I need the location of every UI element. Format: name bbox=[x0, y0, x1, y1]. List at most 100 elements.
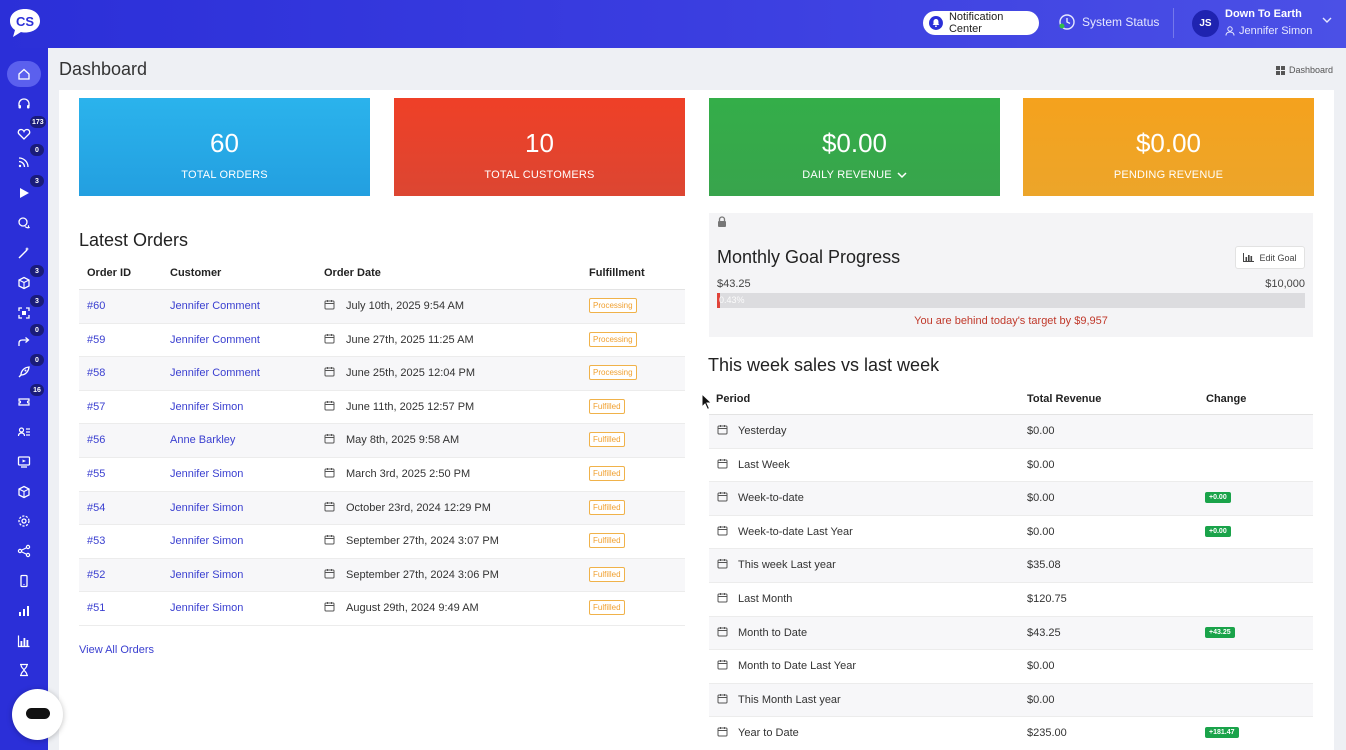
weekly-sales-title: This week sales vs last week bbox=[708, 355, 940, 375]
sidebar-item-share-arrow[interactable]: 0 bbox=[8, 324, 44, 355]
order-id-link[interactable]: #51 bbox=[87, 602, 106, 615]
order-date: July 10th, 2025 9:54 AM bbox=[346, 300, 465, 312]
calendar-icon bbox=[324, 300, 335, 310]
table-row[interactable]: #55 Jennifer Simon March 3rd, 2025 2:50 PM… bbox=[79, 458, 685, 492]
customer-link[interactable]: Jennifer Simon bbox=[170, 468, 244, 480]
divider bbox=[79, 289, 685, 290]
user-icon bbox=[1225, 26, 1235, 36]
table-row[interactable]: #54 Jennifer Simon October 23rd, 2024 12:2… bbox=[79, 491, 685, 526]
sidebar-item-magic-wand[interactable] bbox=[8, 240, 40, 266]
calendar-icon bbox=[717, 593, 728, 603]
stat-card-daily-revenue[interactable]: $0.00 DAILY REVENUE bbox=[709, 98, 1000, 196]
sidebar-item-hourglass[interactable] bbox=[8, 657, 40, 683]
sidebar-item-cube[interactable] bbox=[8, 479, 40, 505]
calendar-icon bbox=[324, 367, 335, 377]
daily-revenue-dropdown[interactable]: DAILY REVENUE bbox=[709, 169, 1000, 181]
period-label: Year to Date bbox=[738, 727, 799, 740]
stat-card-pending-revenue[interactable]: $0.00 PENDING REVENUE bbox=[1023, 98, 1314, 196]
sidebar-item-mobile[interactable] bbox=[8, 568, 40, 594]
rss-icon bbox=[18, 157, 29, 168]
sidebar-item-box[interactable]: 3 bbox=[8, 265, 44, 296]
sidebar-item-analytics[interactable] bbox=[8, 628, 40, 654]
chevron-down-icon[interactable] bbox=[1322, 16, 1332, 24]
customer-link[interactable]: Jennifer Comment bbox=[170, 300, 260, 312]
column-header-order-id[interactable]: Order ID bbox=[87, 267, 132, 279]
sidebar-item-home[interactable] bbox=[7, 61, 41, 87]
table-row[interactable]: #52 Jennifer Simon September 27th, 2024 3:… bbox=[79, 558, 685, 593]
table-row[interactable]: #57 Jennifer Simon June 11th, 2025 12:57 P… bbox=[79, 391, 685, 425]
breadcrumb[interactable]: Dashboard bbox=[1275, 65, 1333, 75]
table-row: Last Week $0.00 bbox=[709, 449, 1313, 483]
hourglass-icon bbox=[20, 663, 28, 677]
customer-link[interactable]: Jennifer Simon bbox=[170, 568, 244, 581]
column-header-order-date[interactable]: Order Date bbox=[324, 267, 381, 279]
avatar[interactable]: JS bbox=[1192, 10, 1219, 37]
customer-link[interactable]: Jennifer Comment bbox=[170, 367, 260, 380]
order-id-link[interactable]: #59 bbox=[87, 333, 106, 346]
order-id-link[interactable]: #58 bbox=[87, 367, 106, 380]
table-row[interactable]: #51 Jennifer Simon August 29th, 2024 9:49 … bbox=[79, 592, 685, 626]
customer-link[interactable]: Jennifer Simon bbox=[170, 602, 244, 615]
sidebar-item-screen[interactable] bbox=[8, 449, 40, 475]
order-id-link[interactable]: #60 bbox=[87, 300, 106, 312]
order-id-link[interactable]: #54 bbox=[87, 501, 106, 514]
table-row[interactable]: #59 Jennifer Comment June 27th, 2025 11:25… bbox=[79, 324, 685, 358]
column-header-customer[interactable]: Customer bbox=[170, 267, 222, 279]
view-all-orders-link[interactable]: View All Orders bbox=[79, 644, 154, 656]
notification-center-button[interactable]: Notification Center bbox=[923, 11, 1039, 35]
order-date: October 23rd, 2024 12:29 PM bbox=[346, 501, 491, 514]
column-header-change[interactable]: Change bbox=[1206, 393, 1247, 405]
table-row[interactable]: #53 Jennifer Simon September 27th, 2024 3:… bbox=[79, 525, 685, 559]
account-user[interactable]: Jennifer Simon bbox=[1225, 25, 1312, 37]
sidebar-item-bar-chart[interactable] bbox=[8, 598, 40, 624]
order-id-link[interactable]: #55 bbox=[87, 468, 106, 480]
calendar-icon-wrap bbox=[717, 626, 728, 640]
stat-card-total-customers[interactable]: 10 TOTAL CUSTOMERS bbox=[394, 98, 685, 196]
column-header-fulfillment[interactable]: Fulfillment bbox=[589, 267, 645, 279]
account-name[interactable]: Down To Earth bbox=[1225, 8, 1302, 20]
sidebar-badge: 3 bbox=[30, 175, 44, 187]
period-label: Week-to-date Last Year bbox=[738, 525, 853, 538]
period-label: Month to Date bbox=[738, 626, 808, 639]
edit-goal-button[interactable]: Edit Goal bbox=[1235, 246, 1305, 269]
order-id-link[interactable]: #57 bbox=[87, 400, 106, 413]
revenue-value: $0.00 bbox=[1027, 492, 1055, 505]
column-header-period[interactable]: Period bbox=[716, 393, 751, 405]
sidebar-badge: 0 bbox=[30, 144, 44, 156]
sidebar-item-chat[interactable] bbox=[8, 210, 40, 236]
grid-icon bbox=[1275, 65, 1285, 75]
order-id-link[interactable]: #56 bbox=[87, 434, 106, 447]
sidebar-item-ticket[interactable]: 16 bbox=[8, 384, 44, 415]
sidebar-item-settings[interactable] bbox=[8, 508, 40, 534]
customer-link[interactable]: Jennifer Simon bbox=[170, 535, 244, 548]
sidebar-item-scan[interactable]: 3 bbox=[8, 295, 44, 326]
logo[interactable]: CS bbox=[8, 8, 42, 38]
status-badge: Fulfilled bbox=[589, 398, 625, 414]
system-status-button[interactable]: System Status bbox=[1058, 13, 1159, 31]
sidebar-item-contacts[interactable] bbox=[8, 419, 40, 445]
change-badge: +0.00 bbox=[1205, 525, 1231, 537]
order-id-link[interactable]: #53 bbox=[87, 535, 106, 548]
customer-link[interactable]: Jennifer Simon bbox=[170, 501, 244, 514]
column-header-total-revenue[interactable]: Total Revenue bbox=[1027, 393, 1102, 405]
sidebar-item-rocket[interactable]: 0 bbox=[8, 354, 44, 385]
chat-widget-button[interactable] bbox=[12, 689, 63, 740]
customer-link[interactable]: Jennifer Simon bbox=[170, 400, 244, 413]
stat-card-total-orders[interactable]: 60 TOTAL ORDERS bbox=[79, 98, 370, 196]
customer-link[interactable]: Jennifer Comment bbox=[170, 333, 260, 346]
calendar-icon-wrap bbox=[324, 400, 335, 414]
sidebar-item-network[interactable] bbox=[8, 538, 40, 564]
sidebar-item-rss[interactable]: 0 bbox=[8, 144, 44, 175]
customer-link[interactable]: Anne Barkley bbox=[170, 434, 236, 447]
calendar-icon-wrap bbox=[324, 601, 335, 615]
sidebar-item-heart[interactable]: 173 bbox=[8, 116, 46, 147]
table-row[interactable]: #56 Anne Barkley May 8th, 2025 9:58 AM Fulf… bbox=[79, 424, 685, 458]
order-id-link[interactable]: #52 bbox=[87, 568, 106, 581]
sidebar-item-headset[interactable] bbox=[8, 91, 40, 117]
user-name: Jennifer Simon bbox=[1239, 25, 1313, 37]
calendar-icon bbox=[717, 492, 728, 502]
table-row[interactable]: #60 Jennifer Comment July 10th, 2025 9:54 … bbox=[79, 290, 685, 324]
sidebar-item-play[interactable]: 3 bbox=[8, 175, 44, 206]
table-row[interactable]: #58 Jennifer Comment June 25th, 2025 12:04… bbox=[79, 357, 685, 391]
period-label: Last Month bbox=[738, 593, 793, 605]
